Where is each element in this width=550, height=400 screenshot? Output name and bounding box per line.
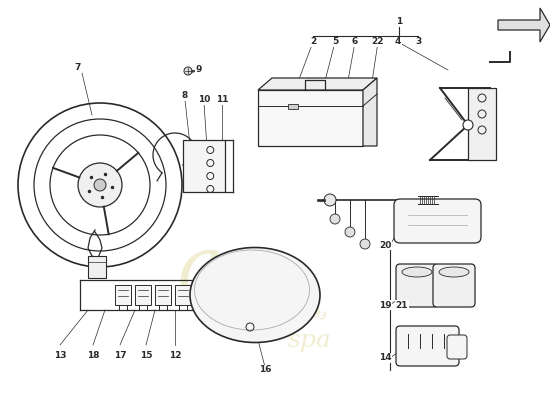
- Circle shape: [184, 67, 192, 75]
- Circle shape: [463, 120, 473, 130]
- Text: spa: spa: [288, 328, 332, 352]
- Ellipse shape: [439, 267, 469, 277]
- Text: 10: 10: [198, 96, 210, 104]
- Circle shape: [78, 163, 122, 207]
- Bar: [135, 285, 151, 305]
- Text: 12: 12: [169, 352, 182, 360]
- Circle shape: [324, 194, 336, 206]
- FancyBboxPatch shape: [447, 335, 467, 359]
- Bar: [258, 90, 363, 146]
- Bar: [155, 285, 171, 305]
- Text: 9: 9: [196, 64, 202, 74]
- Bar: [175, 285, 191, 305]
- Text: 2: 2: [310, 38, 316, 46]
- Text: 8: 8: [182, 92, 188, 100]
- Bar: [115, 285, 131, 305]
- Circle shape: [345, 227, 355, 237]
- Ellipse shape: [402, 267, 432, 277]
- Bar: [183, 140, 225, 192]
- Polygon shape: [363, 78, 377, 146]
- Text: 15: 15: [140, 352, 152, 360]
- FancyBboxPatch shape: [396, 264, 438, 307]
- Text: 22: 22: [372, 38, 384, 46]
- Ellipse shape: [190, 248, 320, 342]
- Text: 14: 14: [379, 354, 391, 362]
- Polygon shape: [258, 78, 377, 90]
- Circle shape: [330, 214, 340, 224]
- Bar: [88, 256, 106, 278]
- Text: 7: 7: [75, 64, 81, 72]
- Text: 19: 19: [379, 300, 391, 310]
- Text: 11: 11: [216, 96, 228, 104]
- FancyBboxPatch shape: [433, 264, 475, 307]
- Circle shape: [94, 179, 106, 191]
- Polygon shape: [498, 8, 550, 42]
- Text: 20: 20: [379, 240, 391, 250]
- Text: 5: 5: [332, 38, 338, 46]
- Text: 17: 17: [114, 352, 126, 360]
- Bar: [468, 88, 496, 160]
- FancyBboxPatch shape: [396, 326, 459, 366]
- Text: classic car parts since 1983: classic car parts since 1983: [193, 278, 327, 322]
- Text: 4: 4: [395, 38, 401, 46]
- Text: 21: 21: [396, 300, 408, 310]
- Text: 16: 16: [258, 366, 271, 374]
- Text: 13: 13: [54, 352, 66, 360]
- FancyBboxPatch shape: [394, 199, 481, 243]
- Text: 6: 6: [352, 38, 358, 46]
- Circle shape: [360, 239, 370, 249]
- Text: 3: 3: [415, 38, 421, 46]
- Text: 1: 1: [396, 18, 402, 26]
- Bar: [288, 104, 298, 109]
- Text: a: a: [177, 233, 223, 307]
- Text: 18: 18: [87, 352, 99, 360]
